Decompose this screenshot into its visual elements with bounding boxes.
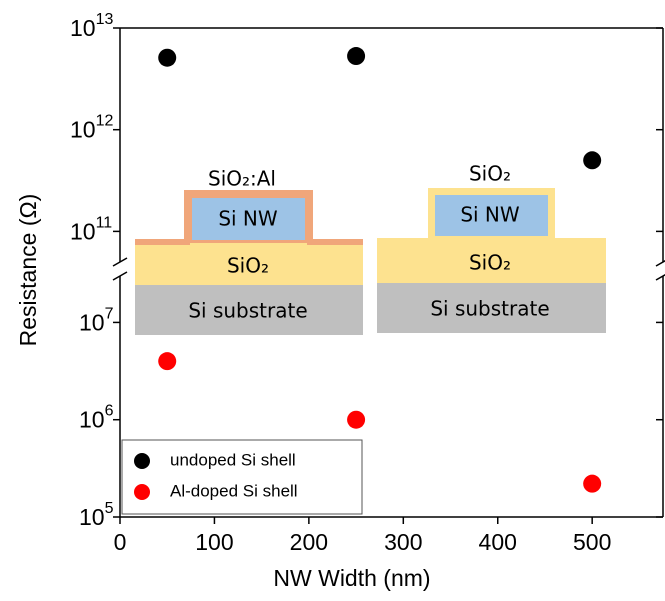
inset: SiO₂:Al Si NW SiO₂ Si substrate SiO₂ Si … [135, 162, 606, 336]
y-tick-label: 1012 [70, 113, 113, 143]
y-tick-base: 10 [79, 504, 105, 530]
y-axis-label: Resistance (Ω) [15, 194, 41, 347]
legend-label: Al-doped Si shell [170, 481, 298, 500]
y-tick-label: 107 [79, 306, 114, 336]
inset-label: Si NW [218, 207, 278, 231]
inset-label: SiO₂ [469, 251, 511, 275]
shell-layer [135, 239, 190, 245]
y-tick-base: 10 [70, 15, 96, 41]
x-tick-label: 500 [573, 529, 611, 555]
x-tick-label: 200 [290, 529, 328, 555]
y-tick-exponent: 5 [105, 500, 114, 517]
point [583, 151, 601, 169]
y-tick-base: 10 [70, 117, 96, 143]
y-tick-exponent: 13 [96, 11, 114, 28]
x-axis-label: NW Width (nm) [273, 565, 430, 591]
legend-label: undoped Si shell [170, 450, 296, 469]
y-tick-exponent: 11 [96, 215, 113, 232]
inset-label: SiO₂ [469, 162, 511, 186]
inset-label: SiO₂ [227, 254, 269, 278]
y-tick-base: 10 [79, 407, 105, 433]
inset-label: Si substrate [188, 299, 307, 323]
legend-marker [134, 484, 150, 500]
y-tick-exponent: 6 [105, 403, 114, 420]
inset-label: SiO₂:Al [208, 167, 276, 191]
x-tick-label: 400 [479, 529, 517, 555]
y-tick-label: 1011 [70, 215, 112, 245]
x-tick-label: 0 [114, 529, 127, 555]
y-tick-label: 1013 [70, 11, 113, 41]
point [347, 411, 365, 429]
y-tick-base: 10 [79, 309, 105, 335]
chart: SiO₂:Al Si NW SiO₂ Si substrate SiO₂ Si … [0, 0, 665, 601]
y-tick-exponent: 7 [105, 306, 114, 323]
point [583, 475, 601, 493]
y-tick-exponent: 12 [96, 113, 114, 130]
point [158, 352, 176, 370]
y-tick-label: 105 [79, 500, 114, 530]
point [158, 49, 176, 67]
shell-layer [307, 239, 363, 245]
inset-label: Si NW [460, 203, 520, 227]
x-tick-label: 100 [195, 529, 233, 555]
legend-marker [134, 453, 150, 469]
inset-label: Si substrate [430, 297, 549, 321]
y-tick-label: 106 [79, 403, 114, 433]
point [347, 47, 365, 65]
x-tick-label: 300 [384, 529, 422, 555]
y-tick-base: 10 [70, 218, 96, 244]
